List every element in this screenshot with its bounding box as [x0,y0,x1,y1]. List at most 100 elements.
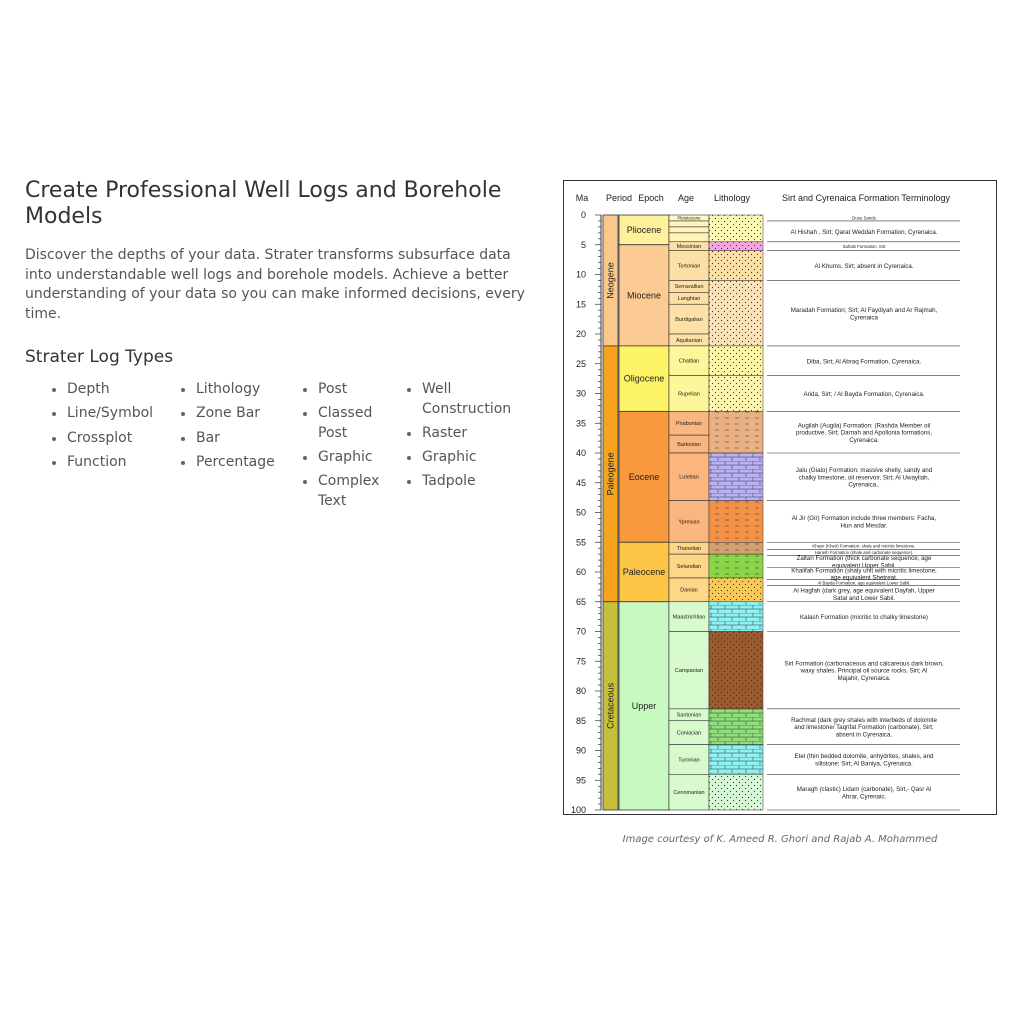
period-column: Neogene Paleogene Cretaceous [602,214,619,811]
age-label: Maastrichtian [673,614,706,620]
lithology-pattern [709,577,763,602]
lithology-pattern [709,542,763,555]
depth-axis: 0 5 10 15 20 25 30 35 40 45 50 55 60 65 70 75 80 85 90 95 10… [571,210,602,815]
list-item: Post [301,380,391,400]
formation-label: Dune Sands [852,216,876,221]
lithology-pattern [709,280,763,346]
header-period: Period [606,193,632,203]
age-label: Bartonian [677,442,701,448]
formation-label: Khalifah Formation (shaly unit with micr… [791,567,937,581]
axis-tick-label: 30 [576,389,586,399]
age-label: Danian [680,588,697,594]
formation-label: Etel (thin bedded dolomite, anhydrites, … [795,753,935,767]
age-band [668,303,710,335]
intro-paragraph: Discover the depths of your data. Strate… [25,247,525,322]
list-item: Raster [405,424,530,444]
formation-label: Kalash Formation (micritic to chalky lim… [800,614,928,621]
age-band [668,601,710,632]
age-label: Ypresian [678,519,699,525]
age-label: Langhian [678,296,701,302]
formation-label: Diba, Sirt; Al Abraq Formation, Cyrenaic… [807,358,922,365]
formation-label: Al Hishah , Sirt; Qarat Weddah Formation… [790,229,937,236]
formation-label: Al Jir (Gir) Formation include three mem… [792,515,937,529]
age-label: Thanetian [677,546,701,552]
period-label: Cretaceous [606,682,616,729]
list-item: Tadpole [405,472,530,492]
list-item: Complex Text [301,472,391,511]
age-label: Priabonian [676,421,702,427]
epoch-label: Pliocene [627,225,662,235]
axis-tick-label: 55 [576,537,586,547]
formation-label: Maradah Formation; Sirt; Al Faydiyah and… [791,307,938,321]
lithology-pattern [709,631,763,709]
axis-tick-label: 60 [576,567,586,577]
log-types-column: Well Construction Raster Graphic Tadpole [405,380,530,497]
image-credit: Image courtesy of K. Ameed R. Ghori and … [622,834,938,845]
formation-label: Jalu (Gialo) Formation: massive shelly, … [796,467,933,489]
content-column: Create Professional Well Logs and Boreho… [25,178,525,520]
epoch-band [618,410,670,543]
age-label: Cenomanian [673,790,704,796]
age-band [668,375,710,412]
axis-tick-label: 65 [576,597,586,607]
list-item: Line/Symbol [50,404,170,424]
log-types-column: Depth Line/Symbol Crossplot Function [50,380,170,477]
list-item: Percentage [179,453,294,473]
formation-label: Harash Formation (shale and carbonate se… [815,550,913,555]
lithology-pattern [709,744,763,775]
age-column: Pleistocene Messinian Tortonian Serravallia… [668,214,710,811]
log-types-heading: Strater Log Types [25,347,174,367]
axis-tick-label: 40 [576,448,586,458]
axis-tick-label: 25 [576,359,586,369]
lithology-pattern [709,375,763,412]
epoch-label: Paleocene [623,567,666,577]
list-item: Graphic [301,448,391,468]
list-item: Classed Post [301,404,391,443]
list-item: Graphic [405,448,530,468]
period-label: Neogene [606,262,616,299]
lithology-pattern [709,411,763,453]
epoch-band [618,601,670,811]
axis-tick-label: 70 [576,627,586,637]
axis-tick-label: 80 [576,686,586,696]
age-label: Pleistocene [677,215,701,220]
header-ma: Ma [576,193,589,203]
list-item: Well Construction [405,380,530,419]
axis-tick-label: 100 [571,805,586,815]
epoch-column: Pliocene Miocene Oligocene Eocene Paleocene U… [618,214,670,811]
lithology-pattern [709,453,763,501]
age-label: Serravallian [674,284,703,290]
formation-label: Sirt Formation (carbonaceous and calcare… [784,660,944,682]
formation-label: Khayir (Kheir) Formation, shale and micr… [812,543,915,548]
age-label: Turonian [678,757,700,763]
age-band [668,220,710,228]
axis-tick-label: 75 [576,656,586,666]
formation-label: Zaltan Formation (thick carbonate sequen… [797,555,932,569]
axis-tick-label: 90 [576,746,586,756]
age-label: Chattian [679,359,700,365]
list-item: Depth [50,380,170,400]
axis-tick-label: 95 [576,775,586,785]
lithology-pattern [709,241,763,251]
lithology-pattern [709,500,763,543]
age-label: Selandian [677,564,701,570]
age-band [668,500,710,543]
age-band [668,232,710,243]
age-label: Santonian [677,713,702,719]
age-label: Rupelian [678,391,700,397]
formation-label: Maragh (clastic) Lidam (carbonate), Sirt… [797,786,931,800]
page-title: Create Professional Well Logs and Boreho… [25,178,502,229]
log-types-list: Depth Line/Symbol Crossplot Function Lit… [25,380,525,520]
lithology-pattern [709,774,763,810]
epoch-label: Oligocene [624,374,665,384]
epoch-label: Upper [632,701,657,711]
epoch-label: Miocene [627,290,661,300]
lithology-pattern [709,250,763,281]
axis-tick-label: 50 [576,508,586,518]
age-band [668,773,710,811]
age-label: Aquitanian [676,338,702,344]
list-item: Function [50,453,170,473]
list-item: Bar [179,429,294,449]
log-types-column: Lithology Zone Bar Bar Percentage [179,380,294,477]
header-lithology: Lithology [714,193,751,203]
